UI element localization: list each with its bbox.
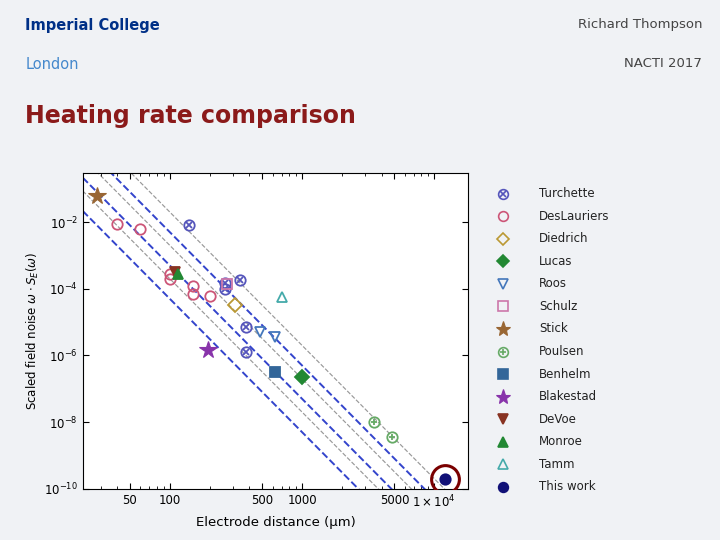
Text: DeVoe: DeVoe [539, 413, 577, 426]
Text: Richard Thompson: Richard Thompson [577, 18, 702, 31]
Text: Tamm: Tamm [539, 458, 575, 471]
Text: London: London [25, 57, 78, 72]
Text: Roos: Roos [539, 278, 567, 291]
Text: Diedrich: Diedrich [539, 232, 589, 245]
Text: Schulz: Schulz [539, 300, 577, 313]
Text: Heating rate comparison: Heating rate comparison [25, 104, 356, 129]
Text: NACTI 2017: NACTI 2017 [624, 57, 702, 70]
Text: Stick: Stick [539, 322, 568, 335]
Text: Monroe: Monroe [539, 435, 583, 448]
Text: Poulsen: Poulsen [539, 345, 585, 358]
Text: DesLauriers: DesLauriers [539, 210, 610, 222]
X-axis label: Electrode distance (μm): Electrode distance (μm) [196, 516, 355, 529]
Text: Benhelm: Benhelm [539, 368, 592, 381]
Y-axis label: Scaled field noise $\omega \cdot S_E(\omega)$: Scaled field noise $\omega \cdot S_E(\om… [25, 252, 41, 410]
Text: Turchette: Turchette [539, 187, 595, 200]
Text: Blakestad: Blakestad [539, 390, 598, 403]
Text: Imperial College: Imperial College [25, 18, 160, 33]
Text: Lucas: Lucas [539, 255, 572, 268]
Text: This work: This work [539, 481, 595, 494]
